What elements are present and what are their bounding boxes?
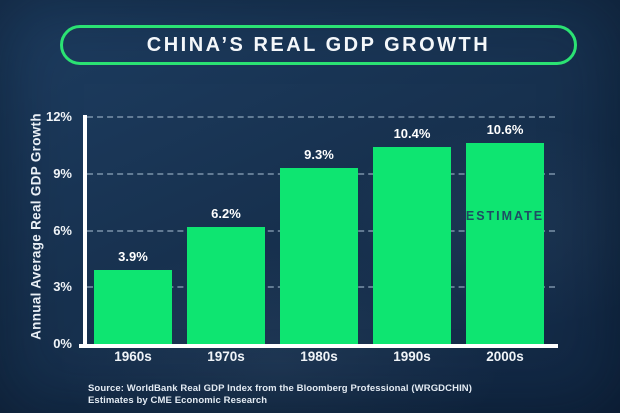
x-tick-label-1960s: 1960s	[114, 349, 152, 364]
x-axis-line	[79, 344, 558, 348]
y-tick-label-9%: 9%	[53, 165, 72, 181]
chart-title-banner: CHINA’S REAL GDP GROWTH	[60, 25, 577, 65]
bar-1990s	[373, 147, 451, 344]
gridline-12pct	[87, 116, 555, 118]
y-tick-label-12%: 12%	[45, 109, 72, 124]
source-note-line2: Estimates by CME Economic Research	[88, 395, 268, 406]
y-tick-label-3%: 3%	[53, 279, 72, 295]
x-tick-label-1970s: 1970s	[207, 349, 245, 364]
value-label-2000s: 10.6%	[486, 122, 524, 138]
value-label-1970s: 6.2%	[211, 205, 241, 221]
bar-1970s	[187, 226, 265, 344]
x-tick-label-2000s: 2000s	[486, 349, 524, 364]
value-label-1980s: 9.3%	[304, 147, 334, 163]
y-tick-label-0%: 0%	[53, 336, 72, 351]
bar-2000s	[466, 143, 544, 344]
bar-1960s	[94, 270, 172, 344]
bar-1980s	[280, 168, 358, 344]
value-label-1960s: 3.9%	[118, 249, 148, 265]
y-tick-label-6%: 6%	[53, 222, 72, 238]
x-tick-label-1980s: 1980s	[300, 349, 338, 364]
source-note: Source: WorldBank Real GDP Index from th…	[88, 383, 472, 407]
value-label-1990s: 10.4%	[393, 126, 431, 142]
chart-title: CHINA’S REAL GDP GROWTH	[146, 33, 491, 56]
source-note-line1: Source: WorldBank Real GDP Index from th…	[88, 383, 473, 394]
estimate-label: ESTIMATE	[465, 209, 545, 223]
y-axis-line	[83, 115, 87, 348]
x-tick-label-1990s: 1990s	[393, 349, 431, 364]
